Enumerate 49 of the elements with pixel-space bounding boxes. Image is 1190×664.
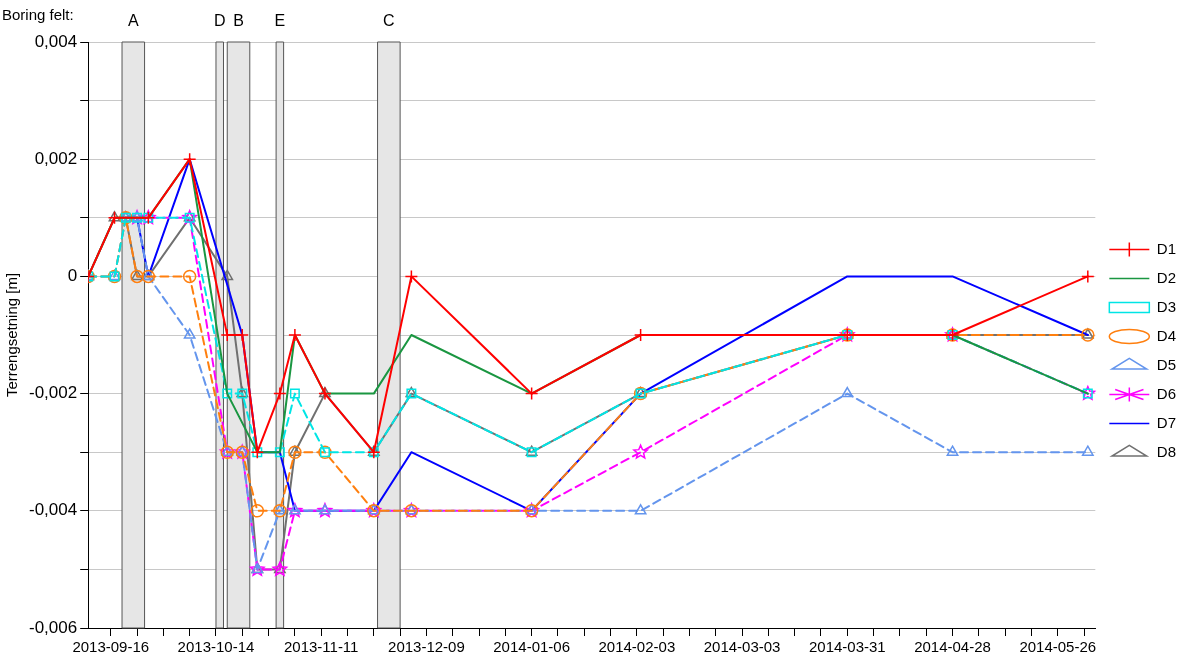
x-tick-label: 2013-09-16 xyxy=(72,638,150,656)
legend-label: D1 xyxy=(1156,239,1177,257)
legend-label: D7 xyxy=(1156,413,1177,431)
x-tick-label: 2013-10-14 xyxy=(177,638,255,656)
legend-label: D5 xyxy=(1156,355,1177,373)
band-label: C xyxy=(383,12,395,30)
y-tick-label: 0,004 xyxy=(34,31,78,51)
point xyxy=(288,328,302,342)
band-label: E xyxy=(274,12,286,30)
legend-label: D4 xyxy=(1156,326,1177,344)
point xyxy=(1081,269,1095,284)
band-label: D xyxy=(213,12,226,30)
text: Boring felt: xyxy=(2,5,74,23)
legend-label: D6 xyxy=(1156,384,1177,402)
point xyxy=(183,328,196,339)
legend-label: D2 xyxy=(1156,268,1177,286)
point xyxy=(841,386,854,398)
point xyxy=(1081,445,1094,456)
y-tick-label: -0,004 xyxy=(29,500,78,520)
point xyxy=(633,444,649,459)
point xyxy=(250,504,265,518)
y-axis-title: Terrengsetning [m] xyxy=(3,272,21,398)
x-tick-label: 2013-11-11 xyxy=(283,638,359,656)
point xyxy=(273,386,287,401)
band-label: B xyxy=(233,12,244,30)
point xyxy=(946,445,959,456)
y-tick-label: 0,002 xyxy=(34,148,78,168)
y-tick-label: -0,002 xyxy=(29,383,78,403)
x-tick-label: 2013-12-09 xyxy=(388,638,465,656)
band-label: A xyxy=(127,12,139,30)
point xyxy=(182,269,197,284)
x-tick-label: 2014-03-31 xyxy=(808,638,886,656)
x-tick-label: 2014-01-06 xyxy=(493,638,570,656)
point xyxy=(289,388,300,399)
point xyxy=(222,388,233,399)
point xyxy=(524,386,539,401)
x-tick-label: 2014-04-28 xyxy=(914,638,991,656)
point xyxy=(404,269,419,284)
legend-label: D3 xyxy=(1156,297,1177,315)
point xyxy=(274,447,285,458)
y-tick-label: -0,006 xyxy=(29,617,78,637)
legend-label: D8 xyxy=(1156,442,1177,460)
y-tick-label: 0 xyxy=(67,266,78,286)
x-tick-label: 2014-05-26 xyxy=(1019,638,1097,656)
point xyxy=(221,269,234,281)
point xyxy=(634,504,647,515)
x-tick-label: 2014-03-03 xyxy=(703,638,781,656)
point xyxy=(182,152,197,166)
x-tick-label: 2014-02-03 xyxy=(598,638,676,656)
